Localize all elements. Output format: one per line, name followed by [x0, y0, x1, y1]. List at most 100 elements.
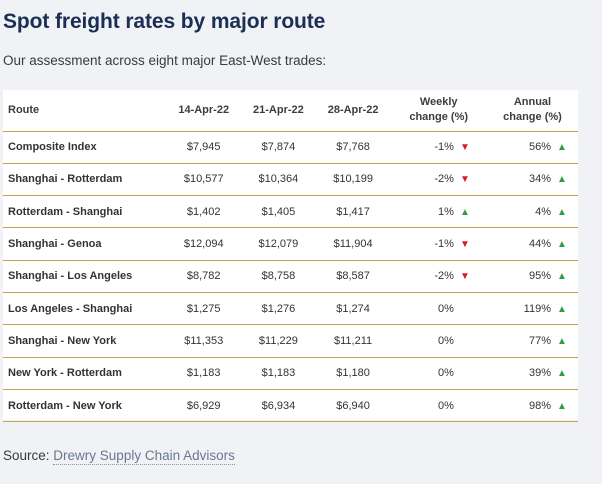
- cell-route: Shanghai - Los Angeles: [3, 260, 167, 293]
- up-arrow-icon: ▲: [459, 206, 470, 218]
- up-arrow-icon: ▲: [557, 271, 567, 283]
- header-annual-line2: change (%): [503, 111, 562, 124]
- cell-weekly-change: -1% ▼: [390, 131, 487, 164]
- cell-route: Los Angeles - Shanghai: [3, 292, 167, 326]
- annual-change-value: 34%: [528, 173, 551, 186]
- cell-annual-change: 119% ▲: [486, 292, 578, 326]
- cell-route: Composite Index: [3, 131, 167, 164]
- cell-weekly-change: -2% ▼: [390, 163, 487, 197]
- cell-annual-change: 39% ▲: [486, 357, 578, 390]
- cell-date-3: $1,417: [315, 195, 391, 229]
- source-link[interactable]: Drewry Supply Chain Advisors: [53, 448, 235, 465]
- table-row: Shanghai - Rotterdam $10,577 $10,364 $10,19…: [3, 163, 578, 197]
- cell-weekly-change: 0% ▲: [390, 324, 487, 358]
- cell-date-3: $10,199: [315, 163, 391, 197]
- cell-route: Shanghai - Rotterdam: [3, 163, 167, 197]
- down-arrow-icon: ▼: [459, 142, 470, 154]
- weekly-change-value: -2%: [434, 173, 454, 186]
- weekly-change-value: 1%: [438, 205, 454, 218]
- weekly-change-value: -1%: [434, 238, 454, 251]
- no-change-placeholder: ▲: [459, 304, 471, 315]
- cell-date-1: $8,782: [166, 260, 242, 293]
- cell-annual-change: 98% ▲: [486, 389, 578, 423]
- cell-date-2: $11,229: [241, 324, 316, 358]
- up-arrow-icon: ▲: [557, 206, 567, 218]
- cell-date-1: $1,183: [166, 357, 242, 390]
- cell-date-3: $6,940: [315, 389, 391, 423]
- cell-route: Rotterdam - New York: [3, 389, 167, 423]
- header-weekly-change: Weekly change (%): [390, 90, 487, 132]
- header-annual-change: Annual change (%): [486, 90, 578, 132]
- cell-route: New York - Rotterdam: [3, 357, 167, 390]
- table-row: Rotterdam - New York $6,929 $6,934 $6,940 0%…: [3, 389, 578, 423]
- table-row: Shanghai - Genoa $12,094 $12,079 $11,904 -1%…: [3, 227, 578, 261]
- cell-annual-change: 4% ▲: [486, 195, 578, 229]
- annual-change-value: 98%: [528, 399, 551, 412]
- weekly-change-value: 0%: [438, 334, 454, 347]
- up-arrow-icon: ▲: [557, 239, 567, 251]
- cell-date-1: $12,094: [166, 227, 242, 261]
- cell-weekly-change: -1% ▼: [390, 227, 487, 261]
- annual-change-value: 44%: [528, 238, 551, 251]
- cell-date-1: $10,577: [166, 163, 242, 197]
- up-arrow-icon: ▲: [557, 368, 567, 380]
- header-weekly-line2: change (%): [409, 111, 469, 124]
- rates-table-card: Route 14-Apr-22 21-Apr-22 28-Apr-22 Week…: [3, 90, 578, 423]
- down-arrow-icon: ▼: [459, 271, 470, 283]
- up-arrow-icon: ▲: [557, 400, 567, 412]
- cell-date-3: $1,180: [315, 357, 391, 390]
- header-weekly-line1: Weekly: [419, 96, 458, 109]
- table-row: Composite Index $7,945 $7,874 $7,768 -1% ▼ 56%…: [3, 131, 578, 164]
- table-row: Rotterdam - Shanghai $1,402 $1,405 $1,417 1%…: [3, 195, 578, 229]
- weekly-change-value: -1%: [434, 141, 454, 154]
- header-date-1: 14-Apr-22: [166, 90, 242, 132]
- up-arrow-icon: ▲: [557, 303, 567, 315]
- cell-date-3: $8,587: [315, 260, 391, 293]
- page-title: Spot freight rates by major route: [3, 10, 326, 33]
- cell-date-1: $6,929: [166, 389, 242, 423]
- header-route: Route: [3, 90, 167, 132]
- cell-weekly-change: 0% ▲: [390, 389, 487, 423]
- cell-date-2: $7,874: [241, 131, 316, 164]
- cell-weekly-change: -2% ▼: [390, 260, 487, 293]
- annual-change-value: 39%: [528, 367, 551, 380]
- no-change-placeholder: ▲: [459, 336, 471, 347]
- cell-date-3: $11,211: [315, 324, 391, 358]
- up-arrow-icon: ▲: [557, 142, 567, 154]
- cell-annual-change: 56% ▲: [486, 131, 578, 164]
- cell-date-2: $8,758: [241, 260, 316, 293]
- header-annual-line1: Annual: [513, 96, 552, 109]
- down-arrow-icon: ▼: [459, 239, 470, 251]
- cell-date-2: $1,405: [241, 195, 316, 229]
- cell-date-2: $6,934: [241, 389, 316, 423]
- source-note: Source: Drewry Supply Chain Advisors: [3, 448, 235, 465]
- table-row: Shanghai - New York $11,353 $11,229 $11,211…: [3, 324, 578, 358]
- annual-change-value: 95%: [528, 270, 551, 283]
- cell-date-2: $1,183: [241, 357, 316, 390]
- weekly-change-value: 0%: [438, 399, 454, 412]
- annual-change-value: 4%: [535, 205, 551, 218]
- cell-date-2: $10,364: [241, 163, 316, 197]
- page-subtitle: Our assessment across eight major East-W…: [3, 53, 327, 68]
- cell-date-1: $1,275: [166, 292, 242, 326]
- up-arrow-icon: ▲: [557, 174, 567, 186]
- cell-date-1: $11,353: [166, 324, 242, 358]
- cell-weekly-change: 1% ▲: [390, 195, 487, 229]
- header-date-3: 28-Apr-22: [315, 90, 391, 132]
- cell-date-3: $7,768: [315, 131, 391, 164]
- cell-date-3: $1,274: [315, 292, 391, 326]
- weekly-change-value: 0%: [438, 302, 454, 315]
- no-change-placeholder: ▲: [459, 401, 471, 412]
- no-change-placeholder: ▲: [459, 368, 471, 379]
- table-row: Los Angeles - Shanghai $1,275 $1,276 $1,274…: [3, 292, 578, 326]
- rates-table: Route 14-Apr-22 21-Apr-22 28-Apr-22 Week…: [3, 90, 578, 423]
- source-label: Source:: [3, 448, 50, 463]
- cell-date-2: $12,079: [241, 227, 316, 261]
- table-row: New York - Rotterdam $1,183 $1,183 $1,180 0%…: [3, 357, 578, 390]
- cell-route: Shanghai - Genoa: [3, 227, 167, 261]
- cell-route: Shanghai - New York: [3, 324, 167, 358]
- cell-annual-change: 34% ▲: [486, 163, 578, 197]
- table-body: Composite Index $7,945 $7,874 $7,768 -1% ▼ 56%…: [3, 131, 578, 423]
- header-date-2: 21-Apr-22: [241, 90, 316, 132]
- cell-weekly-change: 0% ▲: [390, 357, 487, 390]
